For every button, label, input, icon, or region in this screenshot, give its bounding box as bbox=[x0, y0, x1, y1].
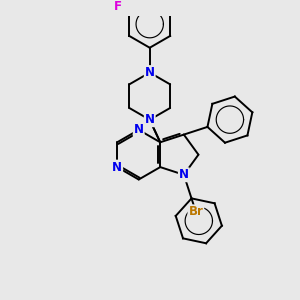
Text: Br: Br bbox=[188, 205, 203, 218]
Text: N: N bbox=[134, 123, 144, 136]
Text: N: N bbox=[112, 160, 122, 174]
Text: N: N bbox=[145, 113, 155, 126]
Text: F: F bbox=[114, 0, 122, 13]
Text: N: N bbox=[179, 168, 189, 181]
Text: N: N bbox=[145, 66, 155, 79]
